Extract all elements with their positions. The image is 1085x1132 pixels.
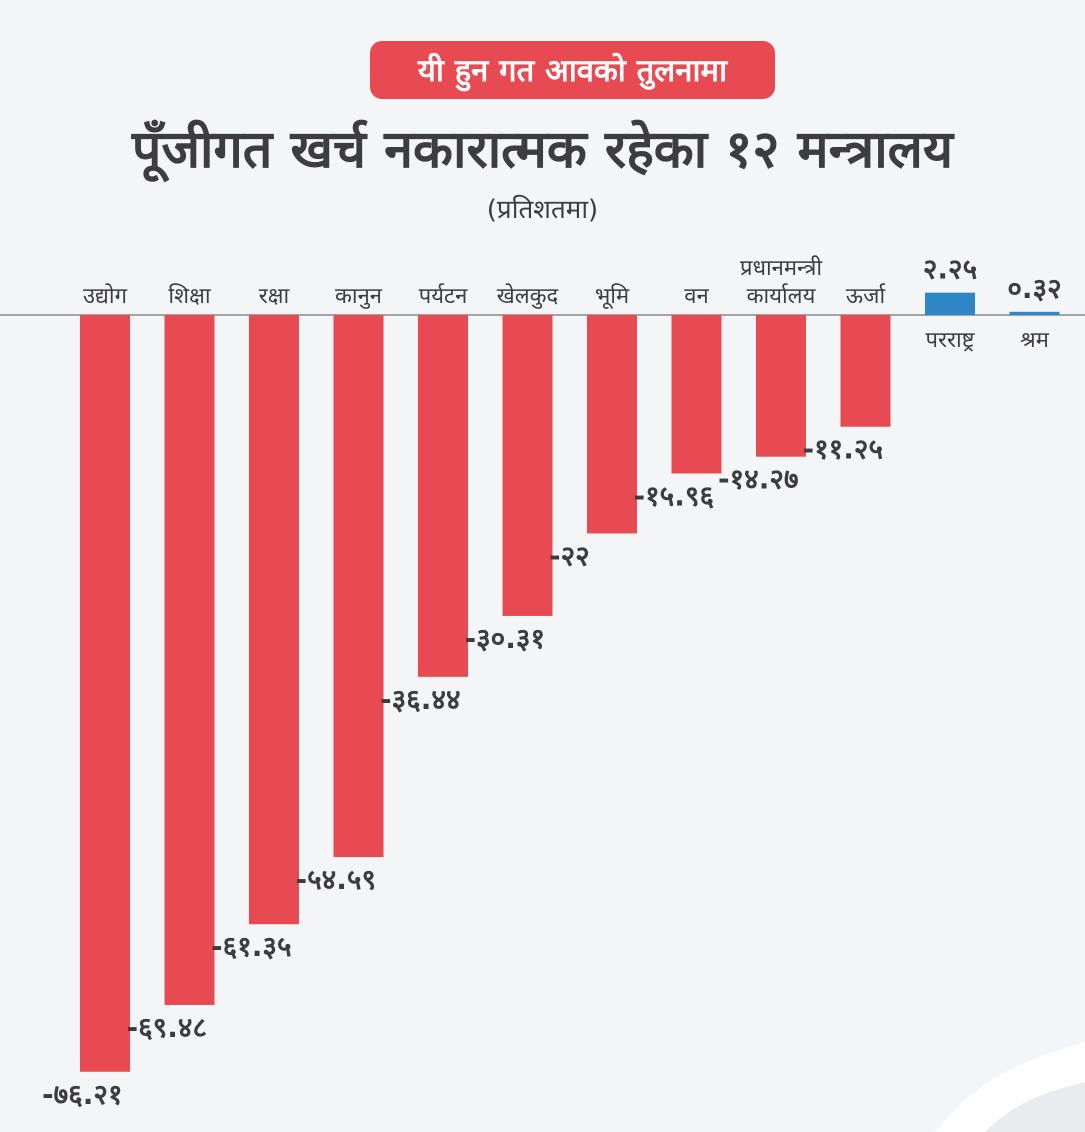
bar-3	[249, 315, 299, 925]
bar-8	[671, 315, 722, 474]
value-label-9: -१४.२७	[718, 463, 799, 496]
bar-4	[333, 315, 384, 858]
category-label-10: ऊर्जा	[846, 283, 886, 309]
bar-7	[587, 315, 637, 534]
value-label-3: -६१.३५	[211, 930, 292, 963]
bar-9	[756, 315, 806, 457]
value-label-10: -११.२५	[803, 433, 884, 466]
category-label-12: श्रम	[1020, 328, 1050, 353]
chart-title: पूँजीगत खर्च नकारात्मक रहेका १२ मन्त्राल…	[131, 120, 954, 180]
bar-5	[418, 315, 468, 677]
value-label-7: -२२	[549, 539, 590, 572]
category-label-8: वन	[684, 284, 709, 309]
bar-12	[1009, 311, 1060, 315]
subtitle-pill: यी हुन गत आवको तुलनामा	[370, 41, 775, 99]
category-label-4: कानुन	[335, 284, 383, 309]
value-label-11: २.२५	[923, 253, 977, 286]
decorative-wave-icon	[935, 1042, 1085, 1132]
bar-2	[164, 315, 215, 1005]
pill-text: यी हुन गत आवको तुलनामा	[417, 53, 728, 89]
category-label-5: पर्यटन	[419, 283, 468, 309]
value-label-5: -३६.४४	[380, 683, 461, 716]
category-label-1: उद्योग	[83, 283, 128, 309]
value-label-8: -१५.९६	[634, 479, 715, 512]
bar-11	[925, 292, 975, 315]
value-label-1: -७६.२१	[42, 1078, 123, 1111]
value-label-6: -३०.३१	[465, 622, 546, 655]
bar-1	[80, 315, 130, 1072]
category-label-3: रक्षा	[259, 284, 290, 309]
category-label-6: खेलकुद	[497, 283, 559, 309]
category-label-2: शिक्षा	[168, 283, 210, 309]
bar-6	[502, 315, 553, 616]
category-label-9: प्रधानमन्त्री कार्यालय	[740, 255, 822, 309]
category-label-7: भूमि	[595, 283, 630, 310]
value-label-4: -५४.५९	[296, 863, 377, 896]
category-label-11: परराष्ट्र	[925, 328, 975, 353]
chart-unit-subtitle: (प्रतिशतमा)	[486, 195, 599, 225]
value-label-2: -६९.४८	[127, 1011, 208, 1044]
value-label-12: ०.३२	[1007, 272, 1061, 305]
bar-10	[840, 315, 891, 427]
